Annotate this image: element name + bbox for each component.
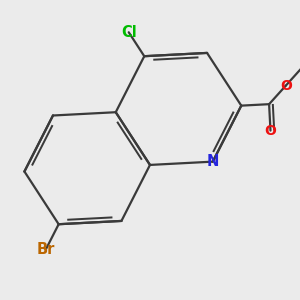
Text: O: O [265,124,276,138]
Text: Cl: Cl [121,25,136,40]
Text: O: O [280,79,292,93]
Text: N: N [207,154,219,169]
Text: Br: Br [37,242,55,257]
